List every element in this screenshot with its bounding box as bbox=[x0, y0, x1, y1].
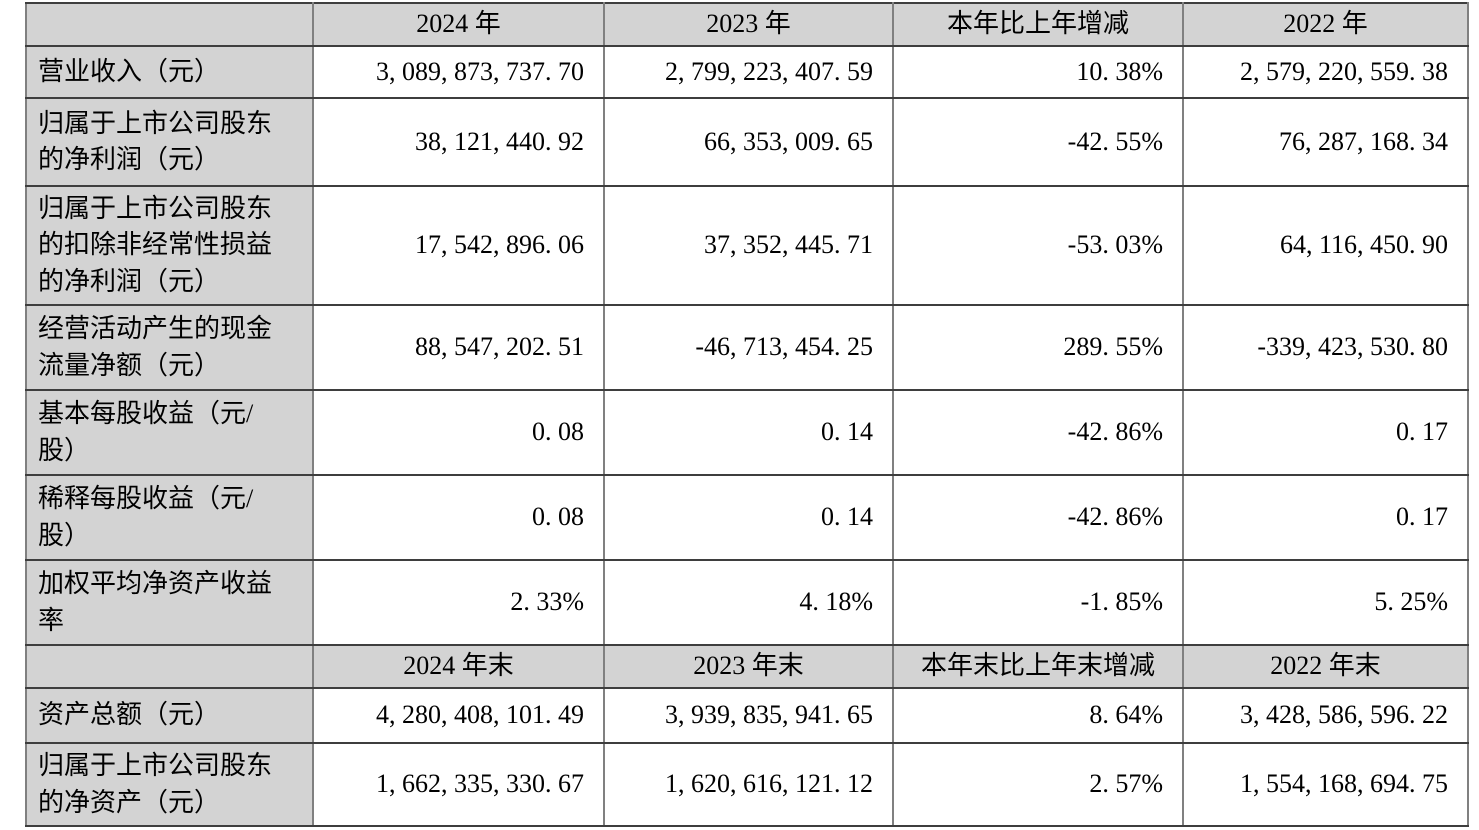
value-cell: -42. 86% bbox=[892, 389, 1184, 477]
value-cell: 17, 542, 896. 06 bbox=[312, 184, 605, 307]
value-cell: 1, 554, 168, 694. 75 bbox=[1182, 742, 1469, 828]
row-net-profit-excluding-nonrecurring: 归属于上市公司股东 的扣除非经常性损益 的净利润（元） 17, 542, 896… bbox=[25, 184, 1469, 307]
row-label-cell: 营业收入（元） bbox=[25, 45, 314, 99]
row-operating-revenue: 营业收入（元） 3, 089, 873, 737. 70 2, 799, 223… bbox=[25, 45, 1469, 99]
value-cell: 10. 38% bbox=[892, 45, 1184, 99]
value-cell: -46, 713, 454. 25 bbox=[603, 304, 894, 392]
header-empty-cell bbox=[25, 644, 314, 690]
value-cell: -42. 55% bbox=[892, 97, 1184, 187]
row-label-cell: 经营活动产生的现金 流量净额（元） bbox=[25, 304, 314, 392]
value-cell: 3, 089, 873, 737. 70 bbox=[312, 45, 605, 99]
value-cell: 0. 08 bbox=[312, 474, 605, 562]
value-cell: 2, 579, 220, 559. 38 bbox=[1182, 45, 1469, 99]
row-label-cell: 归属于上市公司股东 的扣除非经常性损益 的净利润（元） bbox=[25, 184, 314, 307]
row-label-cell: 稀释每股收益（元/ 股） bbox=[25, 474, 314, 562]
row-total-assets: 资产总额（元） 4, 280, 408, 101. 49 3, 939, 835… bbox=[25, 687, 1469, 745]
value-cell: 37, 352, 445. 71 bbox=[603, 184, 894, 307]
value-cell: 3, 428, 586, 596. 22 bbox=[1182, 687, 1469, 745]
value-cell: -53. 03% bbox=[892, 184, 1184, 307]
value-cell: 76, 287, 168. 34 bbox=[1182, 97, 1469, 187]
row-net-assets-attributable: 归属于上市公司股东 的净资产（元） 1, 662, 335, 330. 67 1… bbox=[25, 742, 1469, 828]
financial-summary-table: 2024 年 2023 年 本年比上年增减 2022 年 营业收入（元） 3, … bbox=[25, 2, 1469, 828]
value-cell: 2. 33% bbox=[312, 559, 605, 647]
row-net-profit-attributable: 归属于上市公司股东 的净利润（元） 38, 121, 440. 92 66, 3… bbox=[25, 97, 1469, 187]
header-cell-2024-end: 2024 年末 bbox=[312, 644, 605, 690]
row-label-cell: 基本每股收益（元/ 股） bbox=[25, 389, 314, 477]
value-cell: 1, 620, 616, 121. 12 bbox=[603, 742, 894, 828]
header-cell-2024: 2024 年 bbox=[312, 2, 605, 47]
row-operating-cash-flow: 经营活动产生的现金 流量净额（元） 88, 547, 202. 51 -46, … bbox=[25, 304, 1469, 392]
value-cell: 2, 799, 223, 407. 59 bbox=[603, 45, 894, 99]
value-cell: 289. 55% bbox=[892, 304, 1184, 392]
row-weighted-average-roe: 加权平均净资产收益 率 2. 33% 4. 18% -1. 85% 5. 25% bbox=[25, 559, 1469, 647]
value-cell: 5. 25% bbox=[1182, 559, 1469, 647]
header-cell-yoy-end-change: 本年末比上年末增减 bbox=[892, 644, 1184, 690]
row-label-cell: 加权平均净资产收益 率 bbox=[25, 559, 314, 647]
header-cell-2023: 2023 年 bbox=[603, 2, 894, 47]
period-header-row: 2024 年 2023 年 本年比上年增减 2022 年 bbox=[25, 2, 1469, 47]
period-end-header-row: 2024 年末 2023 年末 本年末比上年末增减 2022 年末 bbox=[25, 644, 1469, 690]
value-cell: 0. 08 bbox=[312, 389, 605, 477]
row-label-cell: 资产总额（元） bbox=[25, 687, 314, 745]
value-cell: 64, 116, 450. 90 bbox=[1182, 184, 1469, 307]
value-cell: -339, 423, 530. 80 bbox=[1182, 304, 1469, 392]
header-cell-2022-end: 2022 年末 bbox=[1182, 644, 1469, 690]
value-cell: 2. 57% bbox=[892, 742, 1184, 828]
value-cell: 38, 121, 440. 92 bbox=[312, 97, 605, 187]
header-cell-yoy-change: 本年比上年增减 bbox=[892, 2, 1184, 47]
value-cell: -42. 86% bbox=[892, 474, 1184, 562]
value-cell: 0. 17 bbox=[1182, 474, 1469, 562]
value-cell: 1, 662, 335, 330. 67 bbox=[312, 742, 605, 828]
value-cell: 88, 547, 202. 51 bbox=[312, 304, 605, 392]
row-label-cell: 归属于上市公司股东 的净资产（元） bbox=[25, 742, 314, 828]
row-diluted-eps: 稀释每股收益（元/ 股） 0. 08 0. 14 -42. 86% 0. 17 bbox=[25, 474, 1469, 562]
value-cell: 8. 64% bbox=[892, 687, 1184, 745]
header-cell-2023-end: 2023 年末 bbox=[603, 644, 894, 690]
financial-summary: 2024 年 2023 年 本年比上年增减 2022 年 营业收入（元） 3, … bbox=[25, 2, 1469, 828]
value-cell: 0. 14 bbox=[603, 389, 894, 477]
value-cell: 0. 17 bbox=[1182, 389, 1469, 477]
header-empty-cell bbox=[25, 2, 314, 47]
value-cell: 66, 353, 009. 65 bbox=[603, 97, 894, 187]
row-label-cell: 归属于上市公司股东 的净利润（元） bbox=[25, 97, 314, 187]
row-basic-eps: 基本每股收益（元/ 股） 0. 08 0. 14 -42. 86% 0. 17 bbox=[25, 389, 1469, 477]
value-cell: -1. 85% bbox=[892, 559, 1184, 647]
value-cell: 4. 18% bbox=[603, 559, 894, 647]
header-cell-2022: 2022 年 bbox=[1182, 2, 1469, 47]
value-cell: 0. 14 bbox=[603, 474, 894, 562]
value-cell: 4, 280, 408, 101. 49 bbox=[312, 687, 605, 745]
value-cell: 3, 939, 835, 941. 65 bbox=[603, 687, 894, 745]
